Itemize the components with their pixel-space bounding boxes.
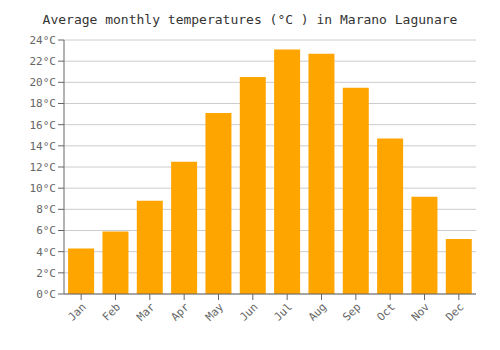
svg-text:Nov: Nov (409, 300, 433, 324)
svg-text:4°C: 4°C (36, 246, 56, 259)
svg-text:16°C: 16°C (30, 119, 57, 132)
svg-text:Jun: Jun (237, 300, 260, 323)
svg-text:18°C: 18°C (30, 97, 57, 110)
svg-text:Apr: Apr (169, 300, 193, 324)
svg-text:May: May (203, 300, 227, 324)
svg-text:Mar: Mar (134, 300, 158, 324)
svg-text:0°C: 0°C (36, 288, 56, 301)
svg-text:14°C: 14°C (30, 140, 57, 153)
svg-text:24°C: 24°C (30, 34, 57, 47)
svg-text:20°C: 20°C (30, 76, 57, 89)
svg-text:10°C: 10°C (30, 182, 57, 195)
svg-text:Sep: Sep (340, 300, 363, 323)
svg-text:2°C: 2°C (36, 267, 56, 280)
svg-text:Jul: Jul (272, 300, 295, 323)
svg-text:Feb: Feb (100, 300, 123, 323)
svg-text:Aug: Aug (306, 300, 329, 323)
html-text:Average monthly temperatures (: Average monthly temperatures (°C ) in Ma… (42, 12, 458, 27)
svg-text:8°C: 8°C (36, 203, 56, 216)
svg-text:6°C: 6°C (36, 224, 56, 237)
svg-text:Oct: Oct (375, 300, 398, 323)
svg-text:12°C: 12°C (30, 161, 57, 174)
svg-text:Dec: Dec (443, 300, 466, 323)
svg-text:Jan: Jan (66, 300, 89, 323)
svg-text:22°C: 22°C (30, 55, 57, 68)
